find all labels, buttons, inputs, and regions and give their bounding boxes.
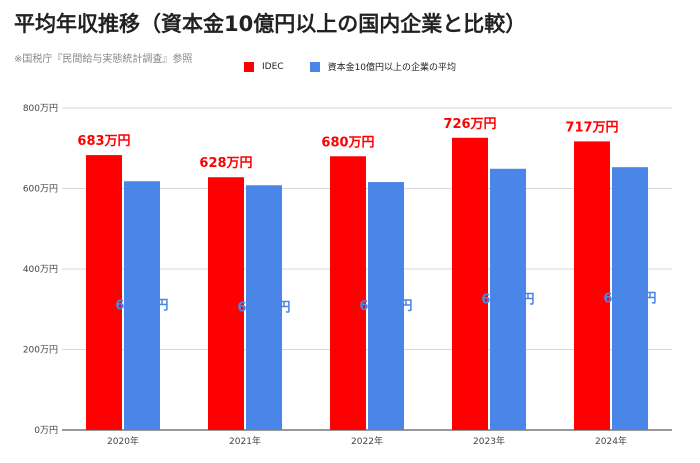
x-tick-label: 2023年	[473, 435, 505, 447]
legend-item-average: 資本金10億円以上の企業の平均	[309, 60, 457, 73]
legend-swatch-average	[309, 61, 320, 72]
y-tick-label: 200万円	[23, 345, 58, 356]
legend-swatch-idec	[244, 61, 254, 72]
y-tick-label: 800万円	[23, 103, 58, 114]
x-tick-label: 2021年	[229, 435, 261, 447]
chart-title: 平均年収推移（資本金10億円以上の国内企業と比較）	[14, 12, 527, 36]
data-label-average: 653万円	[603, 292, 656, 307]
data-label-idec: 680万円	[321, 135, 374, 150]
data-label-average: 616万円	[359, 299, 412, 314]
x-tick-label: 2020年	[107, 435, 139, 447]
data-label-average: 618万円	[115, 299, 168, 314]
y-tick-label: 0万円	[34, 425, 58, 436]
y-tick-label: 600万円	[23, 184, 58, 195]
bar-average	[124, 181, 160, 430]
data-label-idec: 628万円	[199, 156, 252, 171]
bar-idec	[574, 141, 610, 430]
legend-label-idec: IDEC	[262, 61, 284, 72]
bar-idec	[330, 156, 366, 431]
bar-average	[246, 185, 282, 430]
data-label-average: 608万円	[237, 301, 290, 316]
bar-average	[368, 182, 404, 430]
bar-idec	[86, 155, 122, 430]
bar-idec	[208, 177, 244, 430]
source-note: ※国税庁『民間給与実態統計調査』参照	[14, 54, 193, 65]
x-tick-label: 2022年	[351, 435, 383, 447]
data-label-idec: 717万円	[565, 120, 618, 135]
x-tick-label: 2024年	[595, 435, 627, 447]
data-label-idec: 726万円	[443, 117, 496, 132]
bar-average	[612, 167, 648, 431]
bar-average	[490, 168, 526, 430]
data-label-idec: 683万円	[77, 134, 130, 149]
legend-label-average: 資本金10億円以上の企業の平均	[327, 63, 457, 73]
y-tick-label: 400万円	[23, 264, 58, 275]
legend-item-idec: IDEC	[244, 61, 284, 72]
legend: IDEC 資本金10億円以上の企業の平均	[244, 60, 482, 73]
bar-idec	[452, 137, 488, 430]
data-label-average: 649万円	[481, 292, 534, 307]
